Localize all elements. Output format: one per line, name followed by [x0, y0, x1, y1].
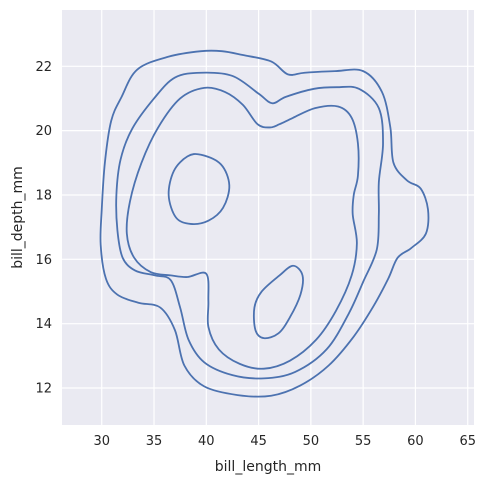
- y-tick-label: 22: [35, 60, 52, 75]
- y-tick-label: 16: [35, 253, 52, 268]
- y-tick-label: 12: [35, 382, 52, 397]
- contour-line-middle: [115, 71, 384, 380]
- x-tick-label: 40: [198, 434, 215, 449]
- x-axis-label: bill_length_mm: [215, 459, 321, 475]
- y-axis-label: bill_depth_mm: [10, 166, 26, 269]
- contour-line-outer: [99, 49, 430, 398]
- x-tick-label: 35: [146, 434, 163, 449]
- x-tick-label: 50: [303, 434, 320, 449]
- x-tick-label: 60: [407, 434, 424, 449]
- contour-line-peak-1: [167, 153, 231, 225]
- plot-area: [62, 10, 474, 425]
- x-axis-ticks: 30 35 40 45 50 55 60 65: [93, 434, 476, 449]
- contour-line-peak-2: [252, 264, 304, 340]
- x-tick-label: 30: [93, 434, 110, 449]
- y-tick-label: 18: [35, 188, 52, 203]
- y-axis-ticks: 12 14 16 18 20 22: [35, 60, 52, 397]
- contour-line-inner: [125, 86, 360, 370]
- x-tick-label: 45: [250, 434, 267, 449]
- x-tick-label: 55: [355, 434, 372, 449]
- x-tick-label: 65: [459, 434, 476, 449]
- y-tick-label: 20: [35, 124, 52, 139]
- y-tick-label: 14: [35, 317, 52, 332]
- density-contours: [99, 49, 430, 398]
